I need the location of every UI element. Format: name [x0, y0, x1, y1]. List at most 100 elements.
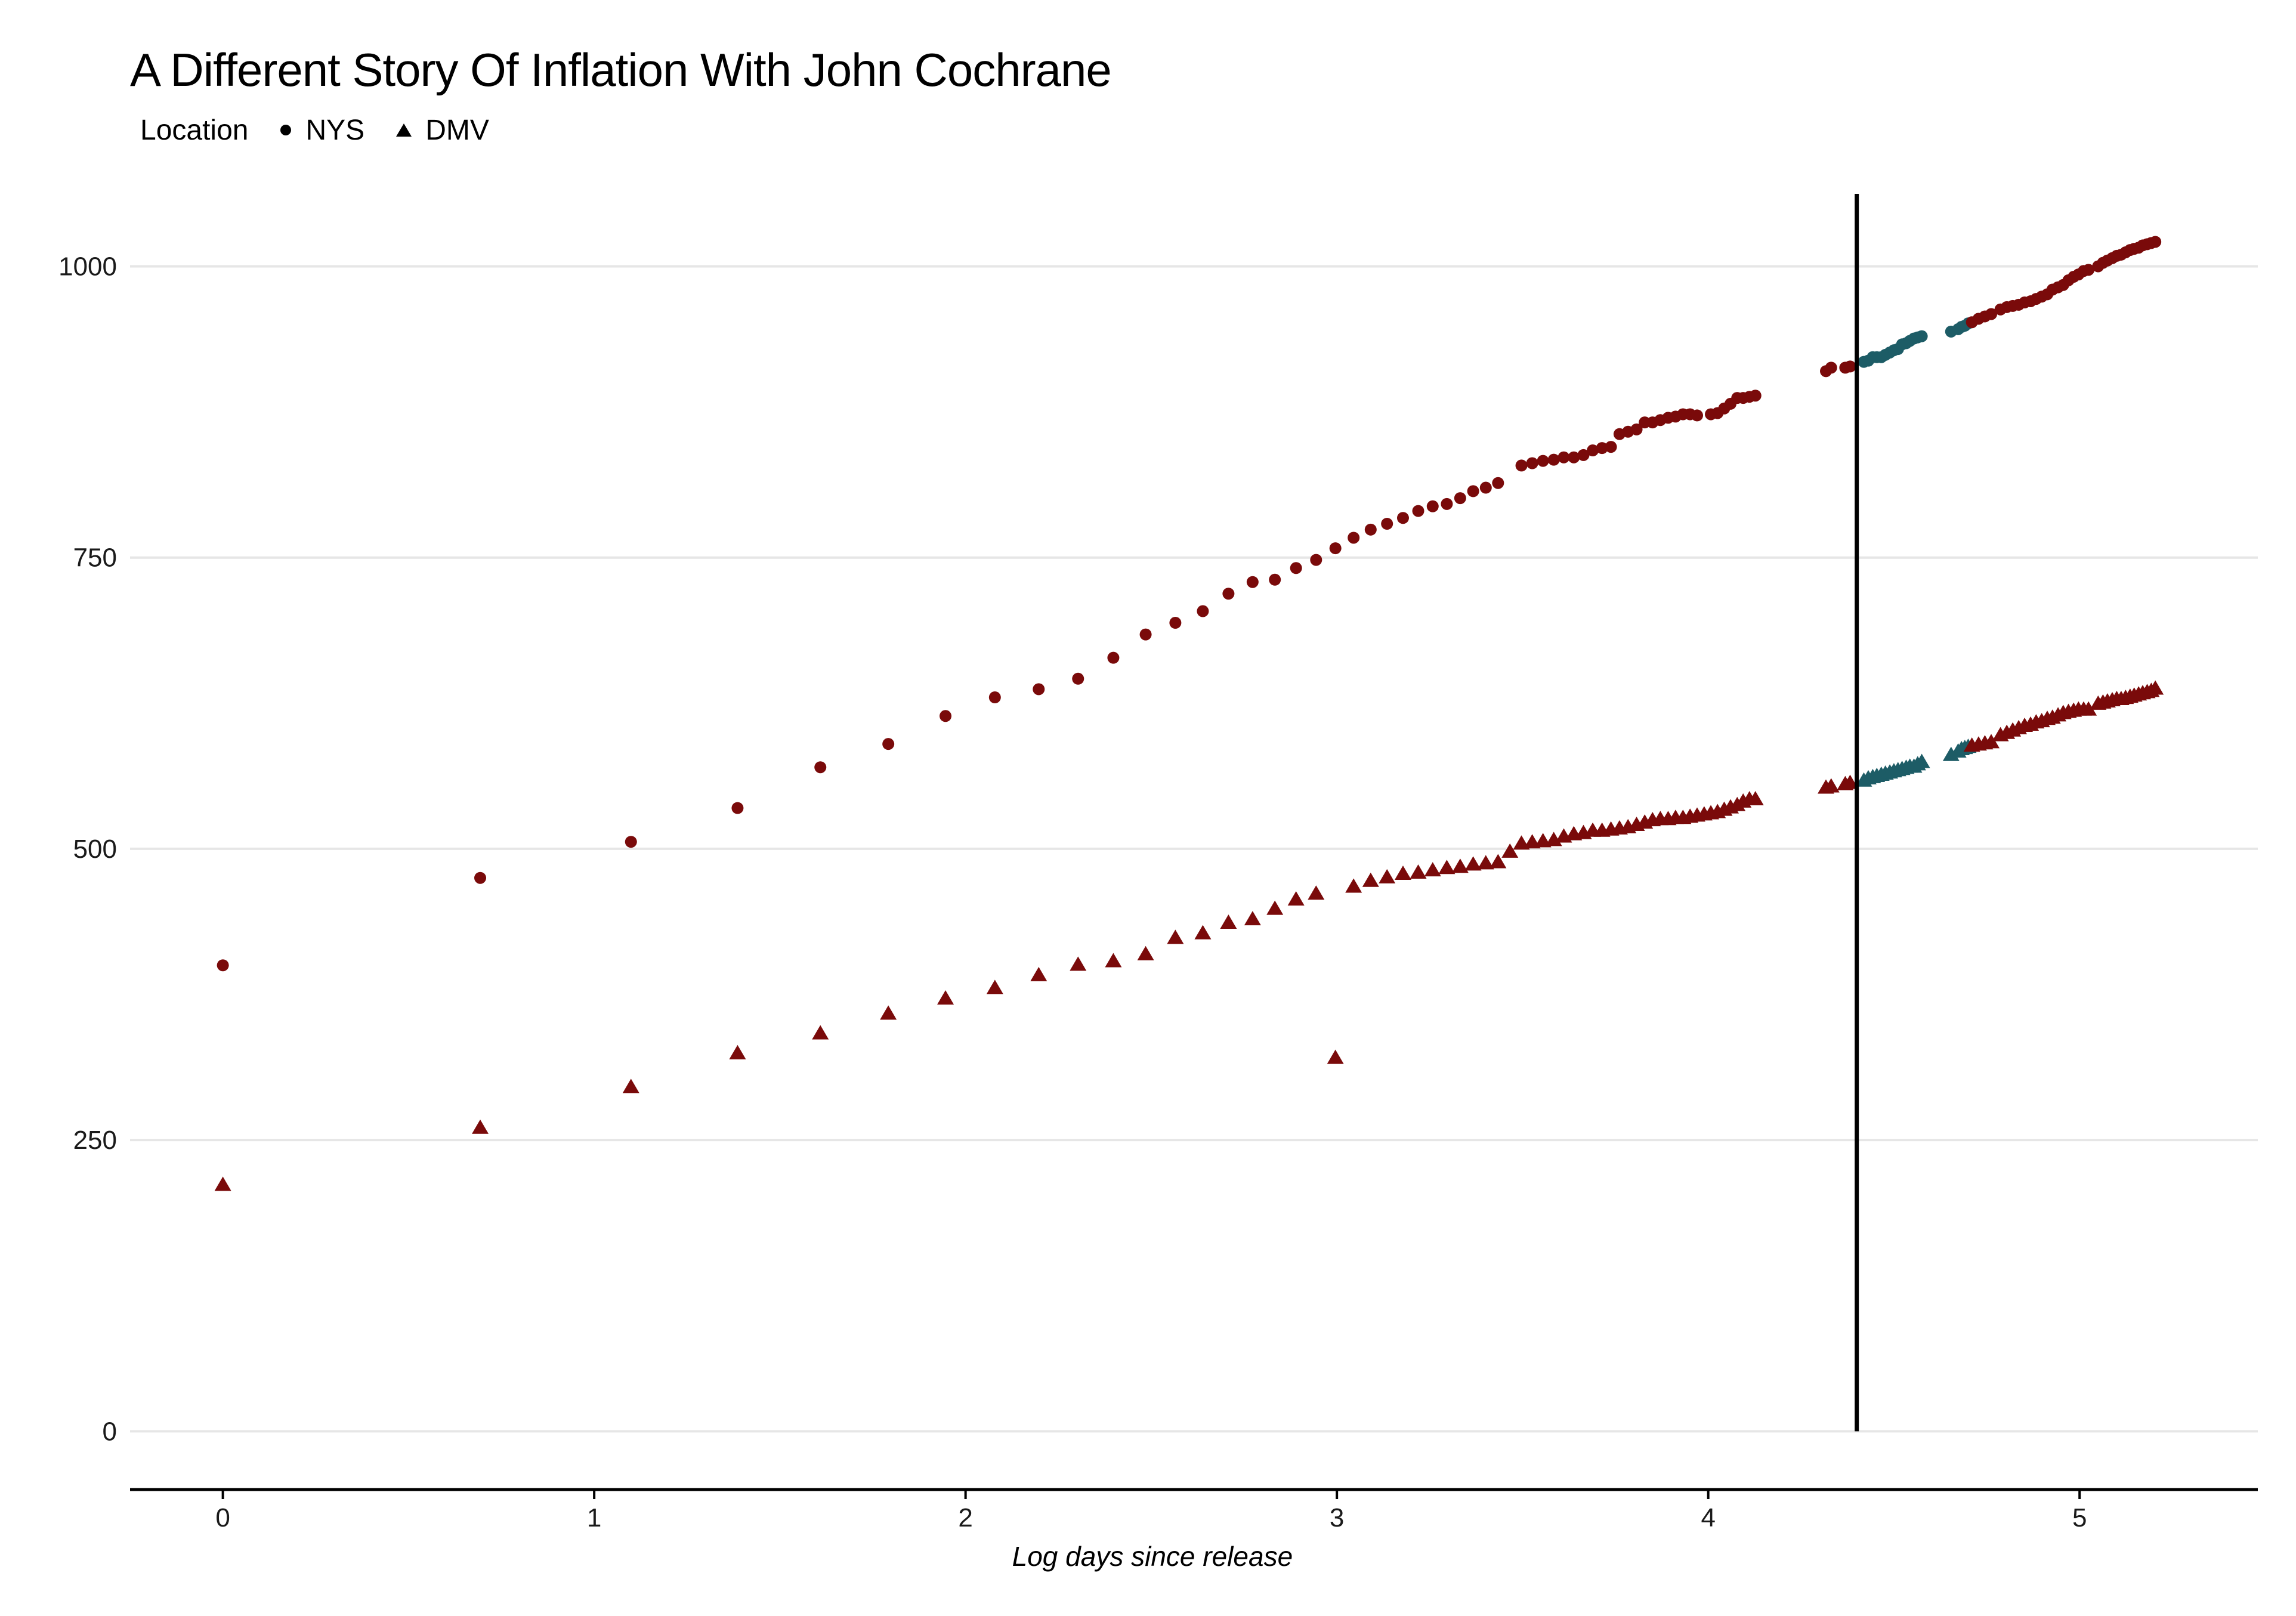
dmv-point [880, 1005, 897, 1020]
nys-point [1825, 361, 1837, 374]
dmv-point [1345, 878, 1362, 893]
y-tick-label: 500 [73, 835, 117, 864]
dmv-point [1477, 855, 1494, 870]
nys-point [1568, 451, 1580, 464]
nys-point [988, 691, 1001, 704]
nys-point [1749, 390, 1762, 402]
x-tick-label: 0 [215, 1503, 230, 1532]
nys-point [1169, 617, 1182, 629]
dmv-point [2080, 701, 2097, 716]
nys-point [1985, 308, 1998, 320]
nys-point [2149, 236, 2162, 248]
nys-point [1479, 481, 1492, 494]
dmv-point [1244, 911, 1261, 926]
dmv-point [1394, 865, 1411, 880]
dmv-point [1841, 774, 1859, 789]
nys-point [1310, 554, 1322, 566]
nys-point [1222, 588, 1235, 600]
legend-title: Location [140, 114, 249, 146]
nys-point [1691, 409, 1704, 422]
dmv-point [1167, 929, 1184, 944]
nys-point [1605, 441, 1617, 453]
x-tick-label: 2 [958, 1503, 972, 1532]
nys-point [1329, 542, 1342, 555]
dmv-point [1266, 900, 1284, 915]
nys-point [1492, 477, 1504, 489]
nys-point [1290, 562, 1302, 574]
nys-point [1396, 512, 1409, 524]
dmv-point [2147, 680, 2164, 695]
dmv-point [1983, 734, 2000, 749]
nys-point [1844, 360, 1856, 373]
dmv-point [1424, 862, 1441, 877]
nys-point [1596, 442, 1608, 455]
y-tick-label: 250 [73, 1126, 117, 1155]
nys-point [1364, 523, 1377, 536]
nys-point [1348, 532, 1360, 544]
dmv-point [1308, 885, 1325, 900]
nys-point [882, 738, 895, 750]
dmv-point [1030, 966, 1047, 981]
y-tick-label: 750 [73, 543, 117, 573]
dmv-point [1410, 864, 1427, 879]
dmv-point [1451, 858, 1469, 873]
legend: Location NYS DMV [140, 112, 520, 148]
dmv-point [937, 990, 954, 1005]
dmv-point [812, 1025, 829, 1040]
nys-point [1033, 683, 1045, 696]
dmv-point [986, 980, 1003, 994]
nys-point [625, 836, 637, 848]
nys-point [1630, 423, 1643, 435]
nys-point [1537, 455, 1549, 467]
dmv-point [1327, 1049, 1344, 1064]
grid-lines [130, 265, 2258, 1433]
nys-point [1547, 453, 1560, 466]
nys-point [1269, 573, 1281, 586]
nys-point [1426, 500, 1439, 512]
data-points [214, 236, 2164, 1191]
chart-title: A Different Story Of Inflation With John… [130, 44, 1112, 96]
dmv-point [1287, 891, 1305, 906]
nys-point [1197, 605, 1209, 617]
circle-marker-icon [280, 125, 292, 135]
dmv-point [622, 1079, 639, 1093]
dmv-point [1070, 956, 1087, 971]
dmv-point [1913, 753, 1930, 768]
dmv-point [1490, 854, 1507, 869]
nys-point [1441, 498, 1453, 510]
dmv-point [1464, 856, 1482, 871]
nys-point [474, 872, 487, 884]
nys-point [1381, 518, 1393, 530]
x-tick-label: 1 [587, 1503, 601, 1532]
dmv-point [1362, 872, 1379, 887]
x-tick-label: 5 [2072, 1503, 2087, 1532]
nys-point [1915, 330, 1928, 342]
triangle-marker-icon [396, 123, 412, 137]
x-axis-title: Log days since release [1012, 1541, 1293, 1572]
dmv-point [1137, 946, 1154, 960]
legend-label-dmv: DMV [425, 114, 489, 146]
nys-point [217, 959, 229, 972]
nys-point [731, 802, 744, 814]
legend-item-dmv: DMV [395, 114, 489, 147]
nys-point [1587, 444, 1599, 457]
nys-point [1558, 451, 1570, 464]
y-tick-label: 1000 [58, 252, 117, 281]
nys-point [940, 710, 952, 722]
nys-point [814, 761, 827, 774]
dmv-point [1105, 953, 1122, 968]
y-tick-label: 0 [103, 1417, 117, 1446]
dmv-point [1220, 914, 1237, 929]
nys-point [1107, 651, 1120, 664]
nys-point [1577, 449, 1590, 461]
nys-point [1412, 505, 1424, 517]
dmv-point [1822, 778, 1840, 793]
x-tick-label: 4 [1701, 1503, 1715, 1532]
nys-point [2082, 264, 2095, 276]
legend-item-nys: NYS [279, 114, 364, 147]
dmv-point [1501, 843, 1519, 858]
dmv-point [472, 1119, 489, 1134]
nys-point [1072, 672, 1084, 685]
nys-point [1139, 628, 1152, 641]
nys-point [1526, 457, 1538, 469]
